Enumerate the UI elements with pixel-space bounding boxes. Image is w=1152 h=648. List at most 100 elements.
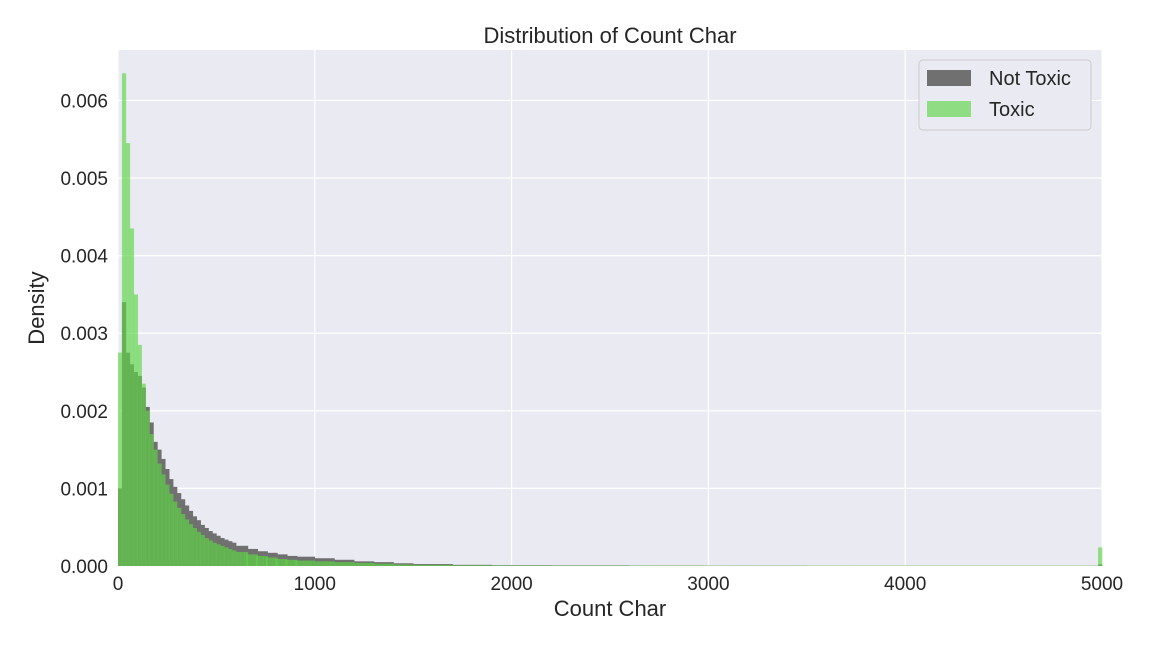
bar-toxic-600 [236, 552, 241, 566]
bar-toxic-650 [245, 554, 251, 566]
bar-toxic-1360 [385, 563, 390, 566]
bar-toxic-2120 [535, 565, 540, 566]
bar-toxic-2080 [527, 565, 532, 566]
y-axis-ticks: 0.000 0.001 0.002 0.003 0.004 0.005 0.006 [60, 91, 108, 578]
bar-toxic-1480 [409, 564, 414, 566]
y-tick-label-6: 0.006 [60, 91, 108, 112]
bar-toxic-820 [279, 559, 284, 566]
bar-toxic-1900 [491, 565, 497, 566]
bar-toxic-2000 [511, 565, 516, 566]
bar-toxic-380 [192, 527, 198, 566]
bar-toxic-2140 [539, 565, 544, 566]
bar-toxic-100 [137, 344, 142, 566]
bar-toxic-1740 [460, 565, 465, 566]
bar-toxic-160 [149, 434, 154, 566]
legend-swatch-toxic [927, 101, 971, 117]
bar-toxic-180 [153, 449, 158, 566]
y-tick-label-3: 0.003 [60, 324, 108, 345]
bar-toxic-420 [200, 534, 205, 566]
bar-toxic-2180 [547, 565, 552, 566]
chart-title: Distribution of Count Char [483, 23, 736, 48]
bar-toxic-20 [121, 73, 127, 566]
bar-toxic-1460 [405, 564, 410, 566]
bar-toxic-1000 [314, 561, 320, 566]
x-tick-label-5: 5000 [1081, 574, 1123, 595]
bar-toxic-2100 [531, 565, 536, 566]
bar-toxic-800 [275, 559, 280, 566]
bar-toxic-40 [125, 143, 131, 566]
bar-toxic-1400 [393, 564, 398, 566]
bar-toxic-1620 [436, 564, 442, 566]
bar-toxic-750 [265, 557, 270, 566]
bar-toxic-1680 [448, 564, 453, 566]
bar-toxic-1860 [484, 565, 489, 566]
bar-toxic-960 [306, 560, 312, 566]
bar-toxic-620 [240, 552, 245, 566]
bar-toxic-1820 [476, 565, 481, 566]
bar-toxic-770 [269, 557, 274, 566]
y-tick-label-0: 0.000 [60, 557, 108, 578]
bar-toxic-540 [224, 547, 229, 566]
bar-toxic-1340 [381, 563, 386, 566]
bar-toxic-920 [299, 560, 304, 566]
bar-toxic-940 [302, 560, 308, 566]
bar-toxic-260 [169, 493, 174, 566]
bar-toxic-1700 [452, 565, 457, 566]
bar-toxic-1140 [342, 562, 347, 566]
bar-toxic-1220 [358, 562, 363, 566]
bar-toxic-1500 [413, 564, 418, 566]
bar-toxic-560 [228, 548, 233, 566]
y-tick-label-5: 0.005 [60, 169, 108, 190]
bar-toxic-1420 [397, 564, 402, 566]
bar-toxic-240 [165, 484, 170, 566]
bar-toxic-440 [204, 538, 209, 566]
bar-toxic-360 [188, 524, 194, 566]
bar-toxic-400 [196, 531, 201, 566]
bar-toxic-1380 [389, 563, 394, 566]
bar-toxic-1780 [468, 565, 473, 566]
bar-toxic-1660 [444, 564, 449, 566]
bar-toxic-320 [180, 514, 186, 566]
bar-toxic-220 [161, 474, 166, 566]
x-tick-label-2: 2000 [490, 574, 532, 595]
x-tick-label-1: 1000 [294, 574, 336, 595]
bar-toxic-2040 [519, 565, 524, 566]
bar-toxic-1440 [401, 564, 406, 566]
bar-toxic-1760 [464, 565, 469, 566]
bar-toxic-1640 [440, 564, 445, 566]
bar-toxic-1080 [330, 561, 335, 566]
bar-toxic-1180 [350, 562, 355, 566]
bar-toxic-1880 [487, 565, 493, 566]
bar-toxic-700 [255, 555, 260, 566]
bar-toxic-120 [141, 383, 146, 566]
bar-toxic-500 [216, 544, 221, 566]
bar-toxic-720 [259, 555, 264, 566]
bar-toxic-80 [133, 294, 138, 566]
bar-toxic-140 [145, 410, 150, 566]
y-tick-label-1: 0.001 [60, 479, 108, 500]
bar-toxic-1800 [472, 565, 477, 566]
bar-toxic-900 [295, 560, 300, 566]
bar-toxic-1980 [507, 565, 512, 566]
bar-toxic-1300 [373, 563, 379, 566]
bar-toxic-2020 [515, 565, 520, 566]
bar-toxic-1600 [432, 564, 438, 566]
legend-label-toxic: Toxic [989, 99, 1035, 121]
bar-toxic-1560 [425, 564, 430, 566]
bar-toxic-280 [173, 501, 178, 566]
y-tick-label-2: 0.002 [60, 402, 108, 423]
bar-toxic-1260 [365, 562, 371, 566]
bar-toxic-1920 [495, 565, 501, 566]
bar-toxic-60 [129, 228, 135, 566]
bar-toxic-1160 [346, 562, 351, 566]
bar-toxic-1320 [377, 563, 383, 566]
plot-background [118, 50, 1102, 566]
bar-toxic-1120 [338, 562, 343, 566]
bar-toxic-460 [208, 540, 213, 566]
x-axis-label: Count Char [554, 596, 667, 621]
legend-label-not-toxic: Not Toxic [989, 68, 1071, 90]
bar-toxic-1100 [334, 562, 339, 566]
bar-toxic-1520 [417, 564, 422, 566]
series-toxic-bars [118, 73, 1103, 566]
x-tick-label-0: 0 [113, 574, 124, 595]
